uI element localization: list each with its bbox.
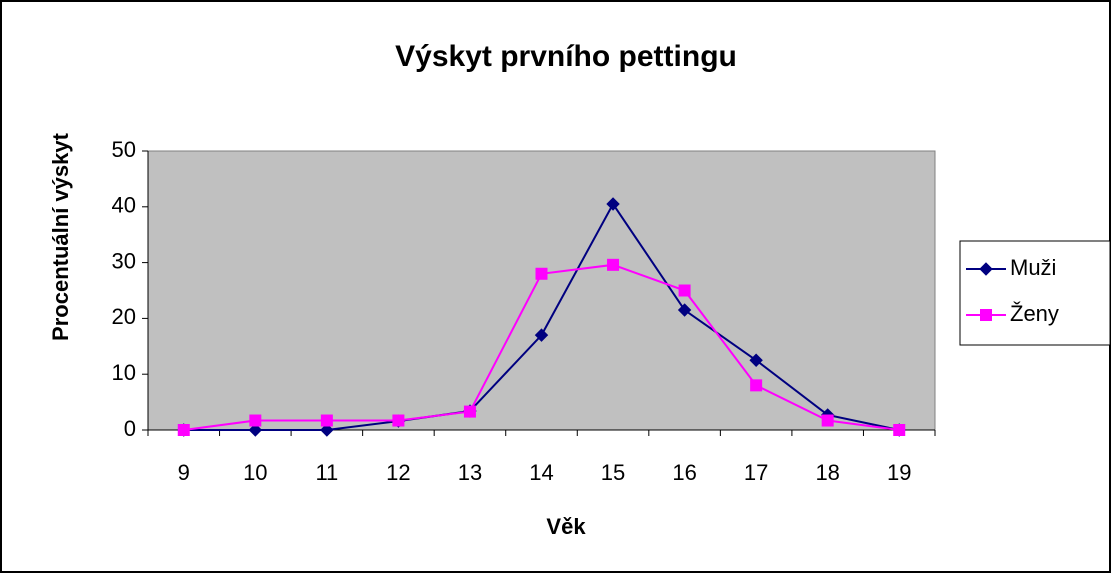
data-point <box>177 424 190 436</box>
y-tick-label: 10 <box>112 360 136 385</box>
data-point <box>821 414 834 427</box>
data-point <box>535 267 548 280</box>
x-tick-label: 12 <box>386 460 410 485</box>
data-point <box>392 414 405 427</box>
x-tick-label: 9 <box>178 460 190 485</box>
data-point <box>320 414 333 427</box>
legend-marker <box>979 262 993 276</box>
y-tick-label: 40 <box>112 193 136 218</box>
legend-box <box>959 240 1111 346</box>
x-tick-label: 13 <box>458 460 482 485</box>
data-point <box>893 424 906 436</box>
legend-marker <box>980 309 992 321</box>
x-tick-label: 16 <box>672 460 696 485</box>
data-point <box>678 284 691 297</box>
data-point <box>749 353 763 367</box>
y-tick-label: 0 <box>124 416 136 441</box>
data-point <box>534 328 549 342</box>
x-tick-label: 14 <box>529 460 553 485</box>
data-point <box>606 197 620 211</box>
x-tick-label: 17 <box>744 460 768 485</box>
x-tick-label: 11 <box>315 460 338 485</box>
data-point <box>607 258 620 271</box>
x-axis-title: Věk <box>546 514 586 539</box>
legend-label: Muži <box>1010 255 1056 280</box>
data-point <box>249 414 262 427</box>
x-tick-label: 10 <box>243 460 267 485</box>
legend-label: Ženy <box>1010 301 1059 326</box>
data-point <box>248 423 263 437</box>
y-tick-label: 50 <box>112 137 136 162</box>
y-tick-label: 20 <box>112 304 136 329</box>
x-tick-label: 15 <box>601 460 625 485</box>
data-point <box>677 303 692 317</box>
chart-title: Výskyt prvního pettingu <box>395 40 737 73</box>
data-point <box>750 379 763 392</box>
data-point <box>463 405 476 418</box>
plot-area <box>147 150 936 431</box>
y-axis-title: Procentuální výskyt <box>48 132 73 341</box>
x-tick-label: 19 <box>887 460 911 485</box>
x-tick-label: 18 <box>815 460 839 485</box>
data-point <box>320 423 334 437</box>
y-tick-label: 30 <box>112 248 136 273</box>
